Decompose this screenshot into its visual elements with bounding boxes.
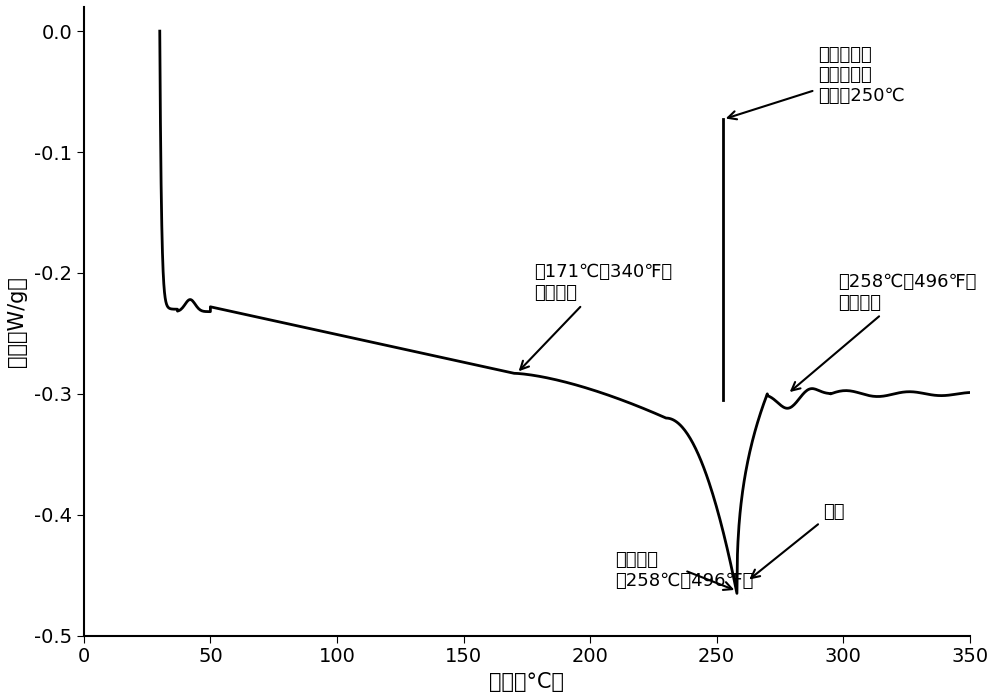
Text: 约258℃（496℉）
熔化完成: 约258℃（496℉） 熔化完成 bbox=[791, 273, 977, 391]
Text: 约171℃（340℉）
熔化开始: 约171℃（340℉） 熔化开始 bbox=[520, 264, 673, 370]
X-axis label: 温度（°C）: 温度（°C） bbox=[489, 672, 564, 692]
Text: 挤压机出口
处的标称温
度，约250℃: 挤压机出口 处的标称温 度，约250℃ bbox=[728, 45, 905, 120]
Text: 标称熔点
约258℃（496℉）: 标称熔点 约258℃（496℉） bbox=[615, 551, 754, 590]
Text: 峰值: 峰值 bbox=[751, 503, 844, 578]
Y-axis label: 热流（W/g）: 热流（W/g） bbox=[7, 276, 27, 367]
